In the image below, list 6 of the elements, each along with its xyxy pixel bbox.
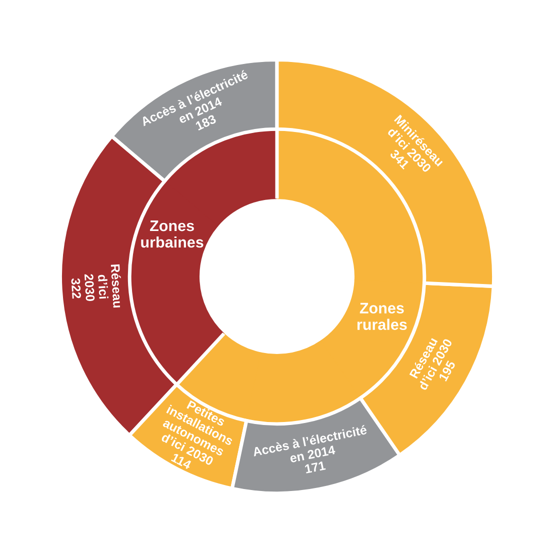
data-label: 171 [304,461,326,474]
slice-label: Réseau d’ici 2030 [84,264,123,308]
data-label: 183 [195,114,217,131]
text: Zones rurales [357,302,407,330]
data-label: 322 [71,278,82,299]
text: Zones urbaines [141,220,204,248]
